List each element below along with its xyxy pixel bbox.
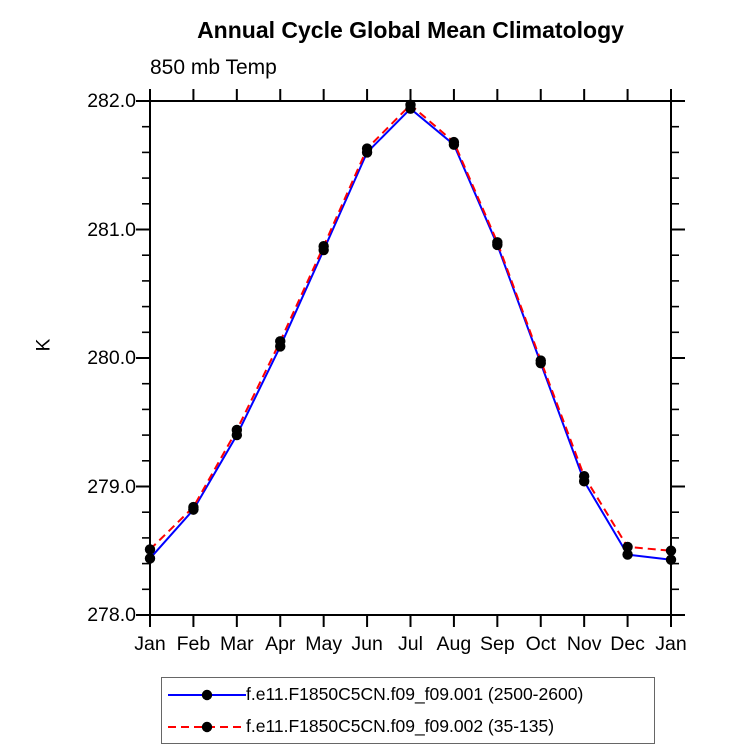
data-point-marker xyxy=(275,336,286,347)
data-point-marker xyxy=(144,544,156,555)
data-point-marker xyxy=(448,136,460,148)
data-point-marker xyxy=(622,549,633,560)
y-tick-label: 279.0 xyxy=(87,475,136,498)
x-tick-label: Jan xyxy=(134,633,166,655)
data-point-marker xyxy=(535,355,546,366)
series-line-1 xyxy=(149,103,672,552)
legend-sample-marker xyxy=(201,689,213,700)
data-point-marker xyxy=(231,424,243,436)
legend-item-series-002: f.e11.F1850C5CN.f09_f09.002 (35-135) xyxy=(168,711,654,743)
x-tick-label: Apr xyxy=(265,633,296,655)
x-tick-label: Sep xyxy=(479,633,515,655)
legend-label-series-001: f.e11.F1850C5CN.f09_f09.001 (2500-2600) xyxy=(246,684,584,704)
data-point-marker xyxy=(665,554,677,565)
x-tick-label: Dec xyxy=(610,633,645,655)
chart-title: Annual Cycle Global Mean Climatology xyxy=(197,17,624,43)
legend-sample-marker xyxy=(201,721,213,732)
y-tick-label: 281.0 xyxy=(87,218,136,241)
x-tick-label: Jan xyxy=(655,633,687,655)
data-point-marker xyxy=(188,501,199,513)
data-point-marker xyxy=(665,545,677,556)
x-tick-label: Jun xyxy=(351,633,383,655)
legend-label-series-002: f.e11.F1850C5CN.f09_f09.002 (35-135) xyxy=(246,716,555,736)
data-point-marker xyxy=(361,143,373,154)
x-tick-label: Feb xyxy=(176,633,211,655)
legend: f.e11.F1850C5CN.f09_f09.001 (2500-2600) … xyxy=(161,677,655,744)
legend-line-sample-blue-solid xyxy=(168,689,246,700)
y-tick-label: 280.0 xyxy=(87,347,136,369)
legend-item-series-001: f.e11.F1850C5CN.f09_f09.001 (2500-2600) xyxy=(168,679,654,711)
data-point-marker xyxy=(622,541,633,553)
data-point-marker xyxy=(492,237,503,248)
x-tick-label: May xyxy=(305,633,343,655)
y-tick-label: 282.0 xyxy=(87,90,136,112)
data-point-marker xyxy=(578,471,590,482)
x-tick-label: Nov xyxy=(566,633,602,655)
plot-frame xyxy=(149,100,672,616)
data-point-marker xyxy=(318,241,329,252)
data-point-marker xyxy=(144,553,156,564)
x-tick-label: Oct xyxy=(525,633,556,655)
chart-subtitle: 850 mb Temp xyxy=(150,56,277,79)
y-tick-label: 278.0 xyxy=(87,604,136,626)
x-tick-label: Mar xyxy=(220,633,254,655)
legend-line-sample-red-dashed xyxy=(168,721,246,732)
x-tick-label: Aug xyxy=(436,633,472,655)
data-point-marker xyxy=(405,99,416,111)
x-tick-label: Jul xyxy=(398,633,423,655)
